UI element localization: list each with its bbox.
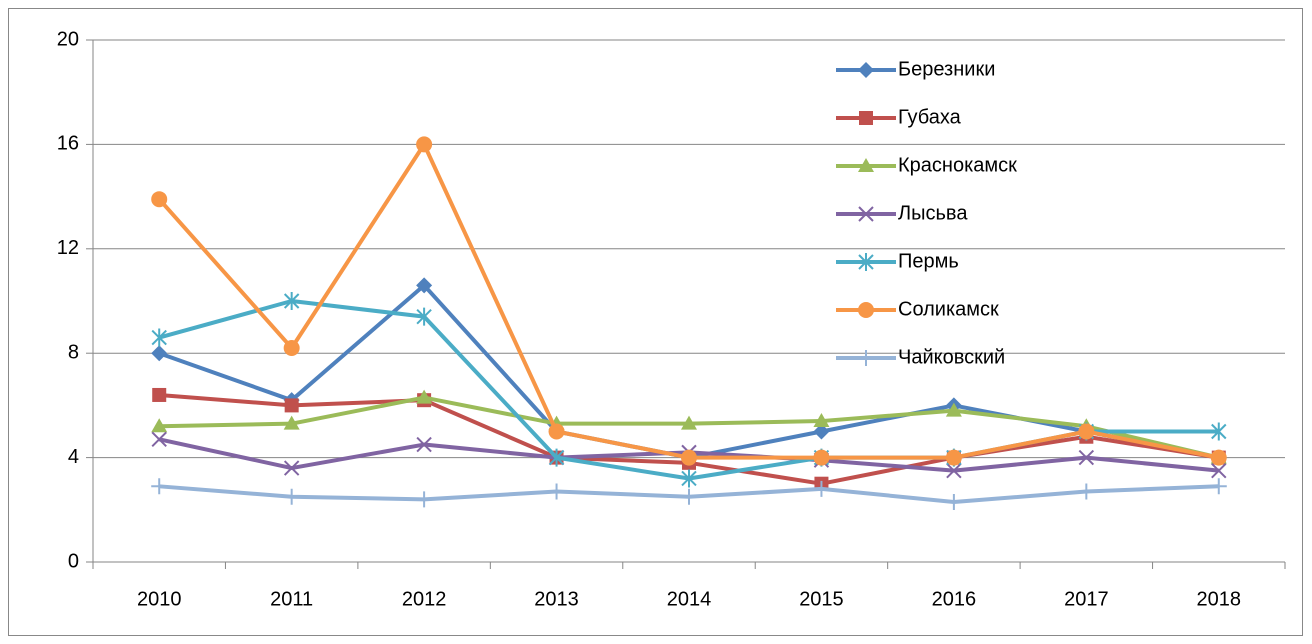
legend-label: Лысьва bbox=[898, 202, 968, 224]
y-tick-label: 12 bbox=[57, 237, 79, 259]
marker bbox=[283, 415, 300, 430]
marker bbox=[681, 488, 697, 505]
marker bbox=[283, 460, 300, 476]
marker bbox=[416, 436, 432, 453]
marker bbox=[813, 480, 830, 497]
y-tick-label: 8 bbox=[68, 341, 79, 363]
y-tick-label: 16 bbox=[57, 133, 79, 155]
marker bbox=[151, 431, 167, 448]
legend-label: Березники bbox=[898, 58, 995, 80]
marker bbox=[858, 62, 874, 78]
marker bbox=[151, 191, 168, 208]
marker bbox=[858, 206, 874, 222]
x-tick-label: 2011 bbox=[270, 588, 313, 610]
marker bbox=[681, 469, 697, 488]
marker bbox=[1211, 422, 1227, 441]
legend-label: Краснокамск bbox=[898, 154, 1017, 176]
marker bbox=[151, 328, 167, 347]
chart-border bbox=[8, 8, 1303, 636]
marker bbox=[283, 339, 300, 356]
marker bbox=[945, 449, 962, 466]
marker bbox=[1210, 449, 1227, 466]
marker bbox=[945, 493, 962, 510]
x-tick-label: 2017 bbox=[1064, 588, 1109, 610]
legend-label: Пермь bbox=[898, 250, 959, 272]
legend-label: Губаха bbox=[898, 106, 962, 128]
marker bbox=[151, 478, 168, 495]
x-tick-label: 2010 bbox=[137, 588, 182, 610]
marker bbox=[858, 350, 874, 366]
x-tick-label: 2016 bbox=[932, 588, 977, 610]
marker bbox=[416, 491, 433, 508]
marker bbox=[151, 345, 168, 362]
marker bbox=[946, 462, 962, 479]
marker bbox=[284, 398, 299, 413]
marker bbox=[858, 253, 874, 271]
marker bbox=[151, 418, 168, 433]
marker bbox=[681, 449, 697, 466]
marker bbox=[548, 483, 565, 500]
marker bbox=[858, 158, 874, 172]
marker bbox=[813, 449, 830, 466]
marker bbox=[283, 292, 300, 310]
marker bbox=[548, 448, 565, 467]
marker bbox=[1210, 478, 1227, 495]
marker bbox=[945, 402, 962, 417]
x-tick-label: 2013 bbox=[534, 588, 579, 610]
y-tick-label: 4 bbox=[68, 446, 79, 468]
marker bbox=[1078, 483, 1095, 500]
x-tick-label: 2018 bbox=[1197, 588, 1242, 610]
marker bbox=[859, 111, 873, 125]
y-tick-label: 0 bbox=[68, 550, 79, 572]
x-tick-label: 2014 bbox=[667, 588, 712, 610]
marker bbox=[813, 413, 830, 428]
legend-label: Соликамск bbox=[898, 298, 999, 320]
marker bbox=[416, 389, 433, 404]
marker bbox=[858, 302, 874, 318]
x-tick-label: 2012 bbox=[402, 588, 447, 610]
y-tick-label: 20 bbox=[57, 28, 79, 50]
x-tick-label: 2015 bbox=[799, 588, 844, 610]
marker bbox=[681, 415, 697, 430]
marker bbox=[416, 307, 432, 326]
marker bbox=[416, 277, 433, 294]
marker bbox=[1078, 423, 1095, 440]
marker bbox=[813, 423, 830, 440]
marker bbox=[1078, 449, 1095, 466]
marker bbox=[416, 136, 433, 153]
marker bbox=[1211, 462, 1227, 479]
marker bbox=[152, 387, 167, 402]
marker bbox=[548, 423, 565, 440]
marker bbox=[283, 488, 300, 505]
legend-label: Чайковский bbox=[898, 346, 1005, 368]
